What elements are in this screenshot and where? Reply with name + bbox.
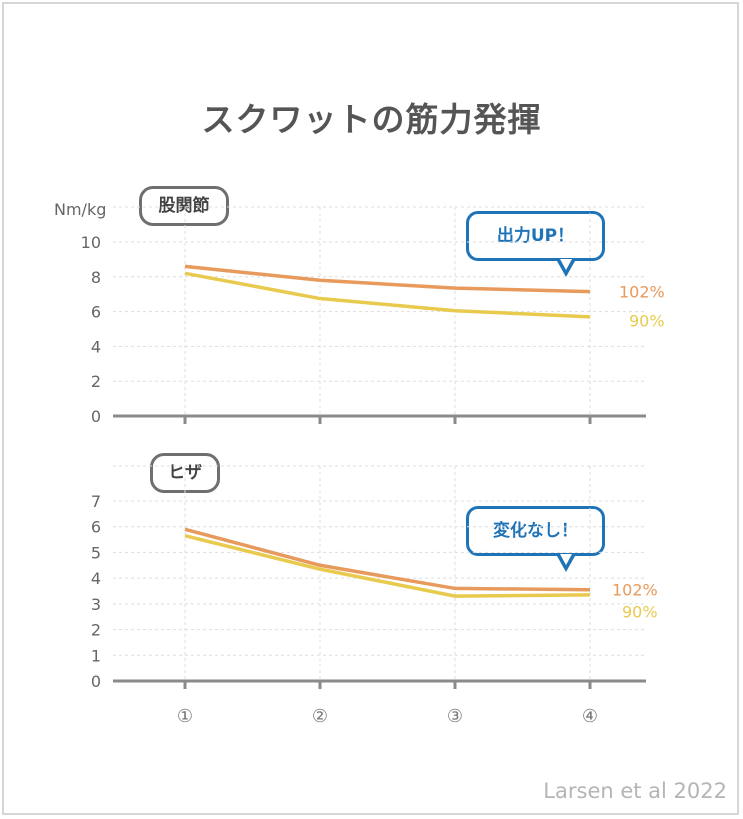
- page-title: スクワットの筋力発揮: [201, 100, 542, 139]
- callout-hip-text: 出力UP！: [496, 226, 575, 246]
- callout-knee: 変化なし！: [466, 506, 605, 572]
- panel-label-knee-text: ヒザ: [168, 463, 202, 483]
- panel-label-knee: ヒザ: [150, 453, 220, 493]
- callout-knee-tail-fill: [560, 554, 572, 565]
- callout-hip: 出力UP！: [466, 211, 605, 277]
- callout-hip-tail-fill: [560, 259, 572, 270]
- panel-label-hip-text: 股関節: [158, 196, 210, 216]
- source-citation: Larsen et al 2022: [543, 779, 727, 803]
- callout-knee-text: 変化なし！: [493, 521, 578, 541]
- panel-label-hip: 股関節: [139, 186, 229, 226]
